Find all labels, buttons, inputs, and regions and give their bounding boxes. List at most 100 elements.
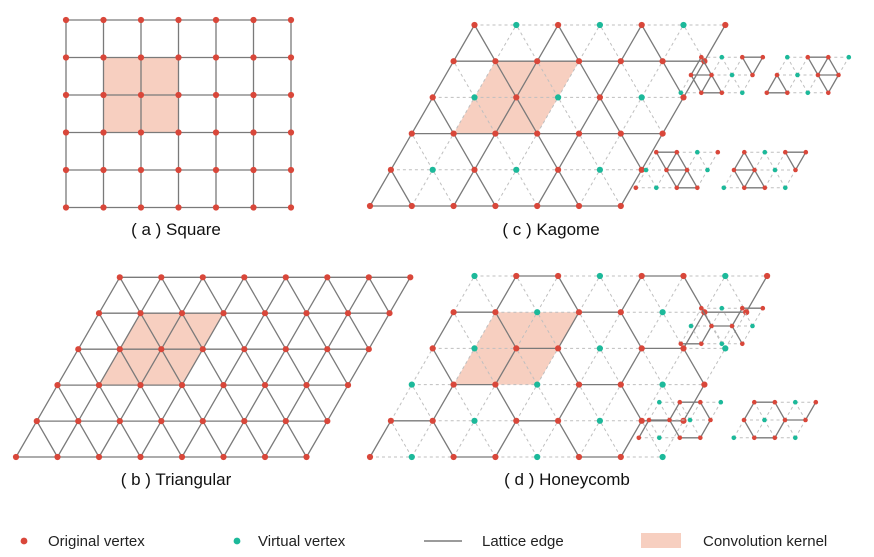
- virtual-vertex: [722, 345, 729, 352]
- original-vertex: [774, 72, 780, 78]
- virtual-vertex: [722, 272, 729, 280]
- original-vertex: [803, 417, 808, 423]
- original-vertex: [680, 417, 687, 424]
- lattice-edge: [36, 420, 59, 458]
- original-vertex: [282, 274, 289, 281]
- virtual-vertex: [688, 323, 694, 329]
- lattice-edge: [305, 276, 328, 314]
- virtual-edge: [515, 420, 538, 458]
- original-vertex: [575, 202, 583, 210]
- lattice-edge: [743, 401, 755, 421]
- lattice-edge: [743, 419, 755, 439]
- lattice-edge: [368, 276, 391, 314]
- virtual-vertex: [719, 341, 725, 347]
- virtual-edge: [411, 348, 434, 385]
- original-vertex: [534, 130, 541, 137]
- square-vertices: [62, 16, 295, 211]
- lattice-edge: [668, 401, 681, 421]
- virtual-edge: [641, 60, 664, 98]
- original-vertex: [450, 453, 457, 461]
- lattice-edge: [494, 348, 517, 385]
- lattice-edge: [620, 133, 643, 171]
- original-vertex: [137, 129, 145, 136]
- lattice-edge: [703, 24, 726, 62]
- virtual-edge: [536, 275, 559, 313]
- lattice-edge: [599, 60, 622, 98]
- original-vertex: [95, 382, 103, 389]
- original-vertex: [158, 274, 165, 281]
- original-vertex: [407, 274, 414, 281]
- virtual-vertex: [783, 185, 788, 191]
- legend-virtual-vertex-label: Virtual vertex: [258, 533, 346, 550]
- original-vertex: [575, 381, 583, 388]
- original-vertex: [199, 274, 206, 281]
- original-vertex: [75, 418, 82, 425]
- virtual-vertex: [785, 54, 790, 60]
- lattice-edge: [285, 312, 308, 350]
- original-vertex: [450, 202, 457, 210]
- lattice-edge: [181, 348, 204, 386]
- virtual-edge: [474, 384, 496, 422]
- original-vertex: [212, 16, 220, 24]
- virtual-vertex: [513, 166, 520, 173]
- virtual-vertex: [680, 21, 687, 29]
- lattice-edge: [432, 311, 455, 349]
- virtual-edge: [474, 97, 496, 134]
- honeycomb-kernel-inset: [731, 399, 819, 441]
- original-vertex: [654, 149, 659, 155]
- lattice-edge: [827, 56, 840, 76]
- kagome-kernel-inset: [721, 149, 809, 191]
- original-vertex: [450, 130, 457, 137]
- original-vertex: [250, 54, 257, 61]
- lattice-edge: [98, 348, 121, 386]
- original-vertex: [241, 274, 248, 281]
- lattice-edge: [682, 348, 705, 385]
- lattice-edge: [285, 384, 308, 422]
- virtual-edge: [599, 348, 622, 385]
- original-vertex: [659, 58, 666, 65]
- virtual-edge: [641, 97, 664, 134]
- original-vertex: [100, 204, 107, 211]
- original-vertex: [450, 58, 457, 65]
- lattice-edge: [557, 348, 580, 385]
- original-vertex: [62, 129, 70, 136]
- original-vertex: [250, 166, 257, 174]
- original-vertex: [534, 202, 541, 210]
- original-vertex: [813, 399, 819, 405]
- virtual-edge: [453, 348, 475, 385]
- original-vertex: [699, 90, 704, 96]
- virtual-vertex: [534, 453, 541, 461]
- original-vertex: [212, 91, 220, 99]
- lattice-edge: [453, 133, 476, 171]
- original-vertex: [575, 309, 583, 316]
- original-vertex: [699, 341, 704, 347]
- lattice-edge: [326, 384, 349, 422]
- original-vertex: [287, 54, 295, 61]
- virtual-vertex: [721, 185, 727, 191]
- lattice-edge: [368, 312, 391, 350]
- lattice-edge: [700, 56, 713, 76]
- caption-kagome: ( c ) Kagome: [502, 220, 599, 239]
- original-vertex: [220, 453, 227, 461]
- original-vertex: [722, 21, 729, 29]
- virtual-edge: [515, 348, 538, 385]
- lattice-edge: [536, 169, 559, 207]
- original-vertex: [764, 90, 770, 96]
- lattice-edge: [682, 311, 705, 349]
- lattice-edge: [139, 276, 162, 314]
- legend-original-vertex-label: Original vertex: [48, 533, 145, 550]
- lattice-edge: [676, 169, 688, 189]
- virtual-edge: [557, 60, 580, 98]
- original-vertex: [492, 381, 499, 388]
- lattice-edge: [557, 311, 580, 349]
- original-vertex: [62, 54, 70, 61]
- lattice-edge: [494, 97, 517, 134]
- original-vertex: [175, 91, 182, 99]
- original-vertex: [303, 382, 310, 389]
- lattice-edge: [243, 348, 266, 386]
- lattice-edge: [160, 312, 183, 350]
- lattice-edge: [243, 420, 266, 458]
- virtual-edge: [474, 348, 496, 385]
- lattice-edge: [369, 420, 392, 458]
- original-vertex: [677, 399, 683, 405]
